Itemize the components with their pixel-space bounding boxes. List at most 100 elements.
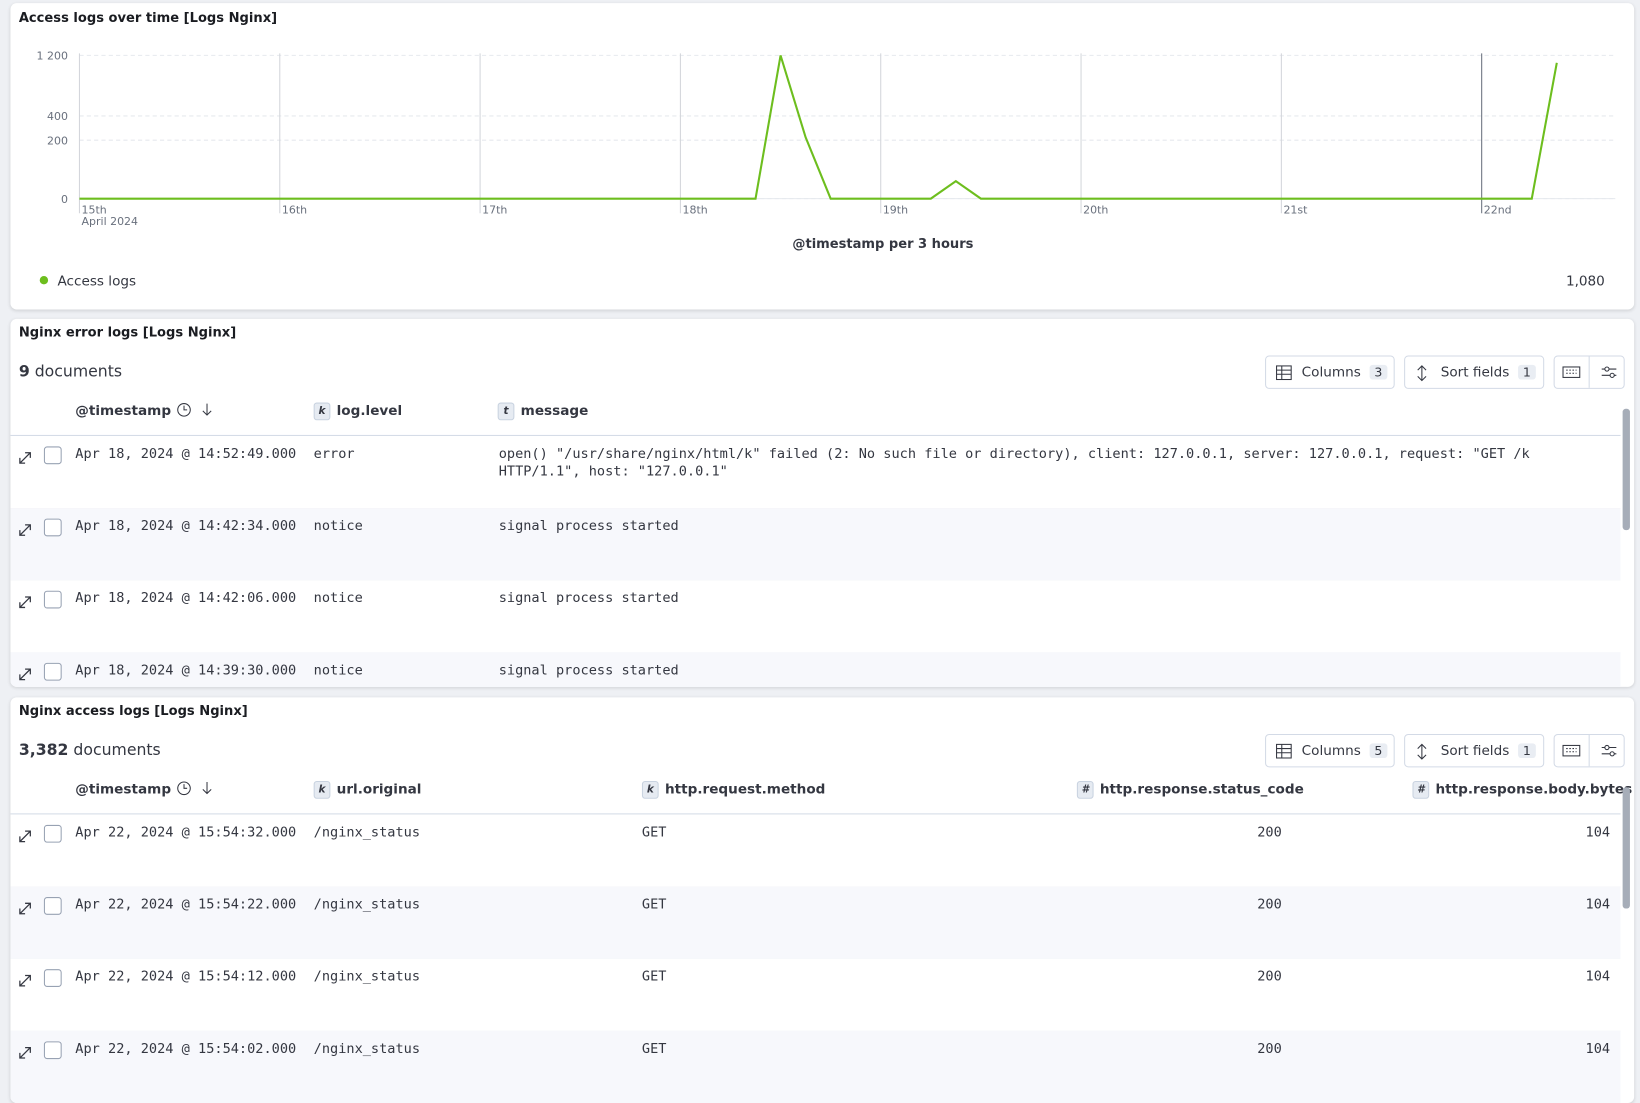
column-header[interactable]: t message bbox=[497, 402, 589, 421]
expand-button[interactable] bbox=[19, 827, 32, 847]
display-buttons[interactable] bbox=[1553, 733, 1625, 768]
header-name: @timestamp bbox=[75, 403, 172, 420]
row-checkbox[interactable] bbox=[43, 662, 62, 681]
x-sublabel: April 2024 bbox=[82, 215, 138, 228]
doc-count: 3,382 bbox=[18, 740, 69, 760]
cell: /nginx_status bbox=[313, 824, 421, 841]
y-tick-label: 0 bbox=[61, 193, 68, 206]
y-tick-label: 1 200 bbox=[37, 50, 68, 63]
doc-count: 9 bbox=[18, 361, 30, 381]
column-header[interactable]: # http.response.status_code bbox=[1076, 780, 1304, 799]
expand-button[interactable] bbox=[19, 971, 32, 991]
cell: signal process started bbox=[498, 590, 679, 607]
expand-button[interactable] bbox=[19, 899, 32, 919]
cell: error bbox=[313, 446, 355, 463]
expand-button[interactable] bbox=[19, 521, 32, 541]
doc-label: documents bbox=[73, 740, 161, 760]
cell: notice bbox=[313, 518, 363, 535]
type-badge: k bbox=[313, 402, 331, 421]
sort-count: 1 bbox=[1517, 364, 1537, 380]
doc-count-line: 3,382 documents bbox=[19, 740, 161, 759]
x-tick-label: 17th bbox=[482, 203, 507, 216]
sort-button[interactable]: Sort fields 1 bbox=[1404, 733, 1545, 768]
type-badge: # bbox=[1076, 780, 1094, 799]
cell: Apr 22, 2024 @ 15:54:02.000 bbox=[75, 1041, 297, 1058]
header-divider bbox=[10, 434, 1621, 436]
column-header[interactable]: k log.level bbox=[313, 402, 403, 421]
columns-button[interactable]: Columns 5 bbox=[1265, 733, 1395, 768]
legend-swatch bbox=[39, 276, 49, 285]
scrollbar-thumb bbox=[1622, 408, 1630, 531]
cell: 104 bbox=[1585, 1041, 1611, 1058]
doc-count-line: 9 documents bbox=[19, 362, 122, 381]
header-name: http.request.method bbox=[664, 782, 826, 798]
header-name: url.original bbox=[336, 782, 422, 798]
row-checkbox[interactable] bbox=[43, 590, 62, 609]
cell: signal process started bbox=[498, 518, 679, 535]
row-checkbox[interactable] bbox=[43, 897, 62, 915]
display-buttons[interactable] bbox=[1553, 355, 1625, 389]
data-line bbox=[79, 55, 1558, 200]
expand-button[interactable] bbox=[19, 449, 32, 469]
x-tick-label: 19th bbox=[883, 203, 908, 216]
row-checkbox[interactable] bbox=[43, 1041, 62, 1060]
table-row: Apr 18, 2024 @ 14:42:34.000 notice signal … bbox=[10, 508, 1621, 582]
table-row: Apr 22, 2024 @ 15:54:22.000/nginx_status… bbox=[10, 886, 1621, 960]
sort-count: 1 bbox=[1517, 743, 1537, 758]
row-checkbox[interactable] bbox=[43, 446, 62, 465]
x-tick-label: 22nd bbox=[1484, 203, 1512, 216]
header-name: http.response.body.bytes bbox=[1435, 782, 1633, 798]
cell: GET bbox=[641, 969, 667, 985]
cell: signal process started bbox=[498, 662, 679, 679]
access-logs-panel: Nginx access logs [Logs Nginx] 3,382 docu… bbox=[10, 697, 1635, 1103]
header-divider bbox=[10, 813, 1621, 815]
y-tick-label: 400 bbox=[47, 110, 68, 123]
row-checkbox[interactable] bbox=[43, 824, 62, 843]
table-row: Apr 18, 2024 @ 14:39:30.000 notice signal … bbox=[10, 652, 1621, 687]
x-axis-title: @timestamp per 3 hours bbox=[792, 237, 973, 252]
x-tick-label: 15th bbox=[82, 203, 107, 216]
expand-button[interactable] bbox=[19, 593, 32, 613]
row-checkbox[interactable] bbox=[43, 518, 62, 537]
cell: notice bbox=[313, 590, 363, 607]
type-badge: k bbox=[313, 780, 331, 799]
table-row: Apr 18, 2024 @ 14:52:49.000 error open() "… bbox=[10, 435, 1621, 510]
cell: GET bbox=[641, 824, 667, 841]
table-row: Apr 22, 2024 @ 15:54:12.000/nginx_status… bbox=[10, 958, 1621, 1032]
columns-button[interactable]: Columns 3 bbox=[1265, 355, 1395, 389]
header-name: log.level bbox=[336, 403, 403, 420]
column-header[interactable]: k http.request.method bbox=[641, 780, 826, 799]
header-name: message bbox=[520, 403, 589, 420]
columns-count: 3 bbox=[1369, 364, 1388, 380]
x-tick-label: 16th bbox=[282, 203, 307, 216]
column-header[interactable]: # http.response.body.bytes bbox=[1412, 780, 1633, 799]
panel-title: Nginx access logs [Logs Nginx] bbox=[18, 702, 248, 719]
sort-button[interactable]: Sort fields 1 bbox=[1404, 355, 1545, 389]
column-header[interactable]: k url.original bbox=[313, 780, 422, 799]
table-row: Apr 18, 2024 @ 14:42:06.000 notice signal … bbox=[10, 580, 1621, 654]
expand-button[interactable] bbox=[19, 665, 32, 685]
type-badge: k bbox=[641, 780, 659, 799]
cell: Apr 22, 2024 @ 15:54:22.000 bbox=[75, 897, 297, 913]
row-checkbox[interactable] bbox=[43, 969, 62, 987]
x-tick-label: 20th bbox=[1083, 203, 1108, 216]
cell: GET bbox=[641, 897, 667, 913]
cell: notice bbox=[313, 662, 363, 679]
header-name: @timestamp bbox=[75, 782, 172, 798]
type-badge: # bbox=[1412, 780, 1430, 799]
expand-button[interactable] bbox=[19, 1043, 32, 1063]
column-header[interactable]: @timestamp bbox=[75, 781, 213, 798]
cell: /nginx_status bbox=[313, 969, 421, 985]
cell: Apr 18, 2024 @ 14:42:06.000 bbox=[75, 590, 297, 607]
panel-title: Nginx error logs [Logs Nginx] bbox=[18, 324, 237, 340]
cell: 104 bbox=[1585, 824, 1611, 841]
columns-count: 5 bbox=[1369, 743, 1388, 758]
column-header[interactable]: @timestamp bbox=[75, 403, 213, 420]
cell: 200 bbox=[1257, 1041, 1282, 1058]
sort-label: Sort fields bbox=[1440, 364, 1510, 381]
type-badge: t bbox=[497, 402, 515, 421]
cell: open() "/usr/share/nginx/html/k" failed … bbox=[498, 446, 1530, 480]
table-row: Apr 22, 2024 @ 15:54:02.000/nginx_status… bbox=[10, 1030, 1621, 1103]
